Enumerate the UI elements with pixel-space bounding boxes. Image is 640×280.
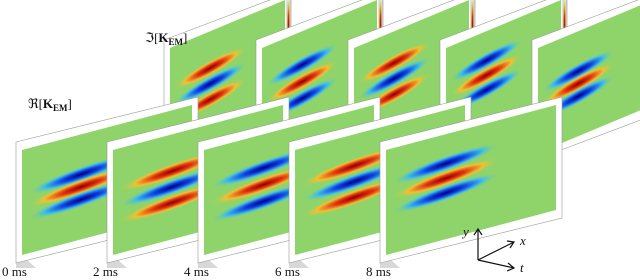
- stripe: [449, 54, 523, 97]
- stripe: [541, 49, 615, 93]
- y-label: y: [461, 224, 469, 239]
- x-label: x: [519, 233, 526, 248]
- t-label: t: [520, 260, 524, 275]
- imag-label: ℑ[KEM]: [145, 30, 187, 47]
- time-label: 6 ms: [275, 264, 300, 279]
- heatmap: [538, 0, 640, 153]
- y-head: [473, 227, 483, 236]
- time-label: 2 ms: [93, 264, 118, 279]
- stripe: [357, 57, 431, 100]
- real-label: ℜ[KEM]: [28, 96, 72, 113]
- stripe: [541, 62, 615, 105]
- stripe: [391, 172, 500, 214]
- stripe: [391, 158, 500, 199]
- panel: [531, 0, 640, 162]
- stripe: [173, 46, 247, 90]
- time-label: 8 ms: [366, 264, 391, 279]
- stripe: [265, 60, 339, 103]
- time-label: 4 ms: [184, 264, 209, 279]
- heatmap: [386, 105, 556, 255]
- stripe: [173, 62, 247, 105]
- t-head: [506, 262, 516, 272]
- stripe: [357, 41, 431, 84]
- t-arrow: [477, 259, 515, 269]
- panel: [379, 96, 563, 264]
- stripe: [265, 43, 339, 86]
- axes-glyph: [473, 227, 516, 272]
- time-label: 0 ms: [2, 264, 27, 279]
- panels: [15, 0, 640, 268]
- stripe: [449, 39, 523, 82]
- stripe: [391, 143, 500, 184]
- x-arrow: [477, 241, 515, 261]
- x-head: [506, 240, 516, 249]
